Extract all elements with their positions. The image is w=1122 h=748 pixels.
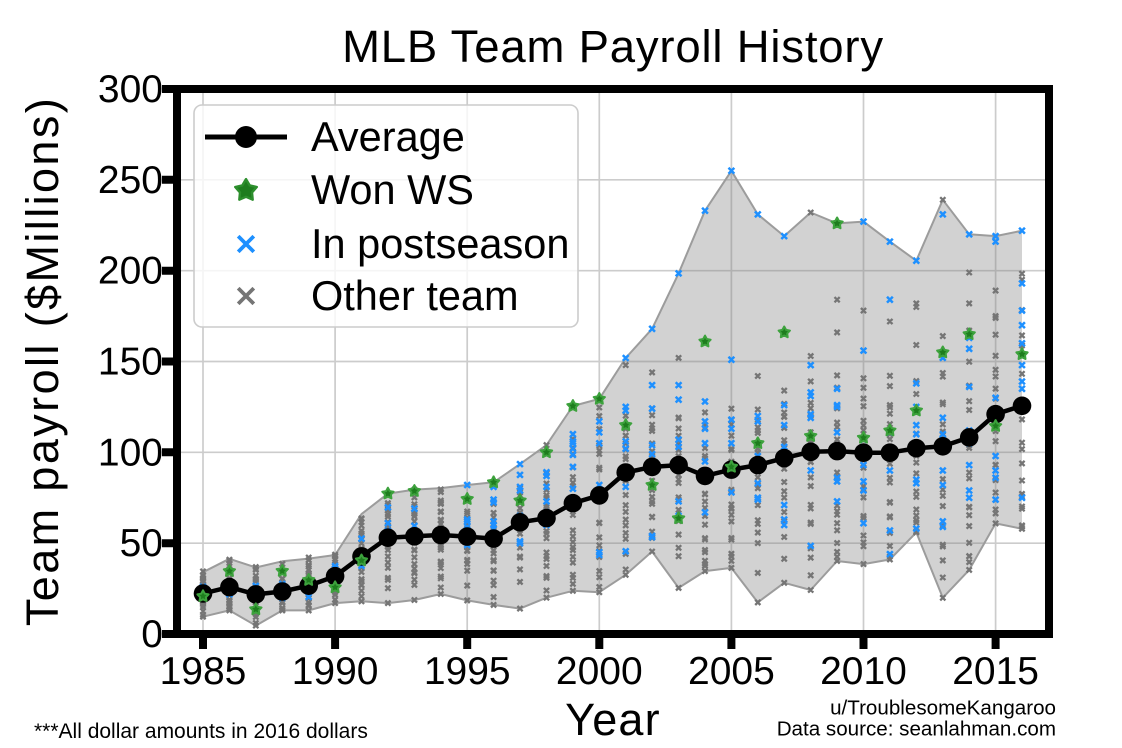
svg-text:In postseason: In postseason xyxy=(311,220,569,267)
svg-text:1985: 1985 xyxy=(160,650,247,693)
svg-text:MLB Team Payroll History: MLB Team Payroll History xyxy=(342,21,884,72)
svg-text:Data source: seanlahman.com: Data source: seanlahman.com xyxy=(777,718,1056,741)
svg-text:200: 200 xyxy=(98,250,163,293)
svg-text:Other team: Other team xyxy=(311,272,519,319)
svg-text:Won WS: Won WS xyxy=(311,166,474,213)
svg-text:1995: 1995 xyxy=(424,650,511,693)
svg-text:Average: Average xyxy=(311,113,465,160)
svg-text:1990: 1990 xyxy=(292,650,379,693)
svg-text:Team payroll ($Millions): Team payroll ($Millions) xyxy=(17,96,68,626)
svg-text:u/TroublesomeKangaroo: u/TroublesomeKangaroo xyxy=(830,697,1056,720)
svg-text:2005: 2005 xyxy=(688,650,775,693)
svg-text:***All dollar amounts in 2016: ***All dollar amounts in 2016 dollars xyxy=(34,720,368,743)
svg-text:0: 0 xyxy=(141,613,163,656)
svg-text:2000: 2000 xyxy=(556,650,643,693)
svg-text:50: 50 xyxy=(120,522,163,565)
svg-text:150: 150 xyxy=(98,341,163,384)
svg-text:300: 300 xyxy=(98,68,163,111)
svg-text:2010: 2010 xyxy=(820,650,907,693)
svg-text:100: 100 xyxy=(98,431,163,474)
svg-text:250: 250 xyxy=(98,159,163,202)
svg-text:2015: 2015 xyxy=(952,650,1039,693)
svg-text:Year: Year xyxy=(565,694,661,745)
